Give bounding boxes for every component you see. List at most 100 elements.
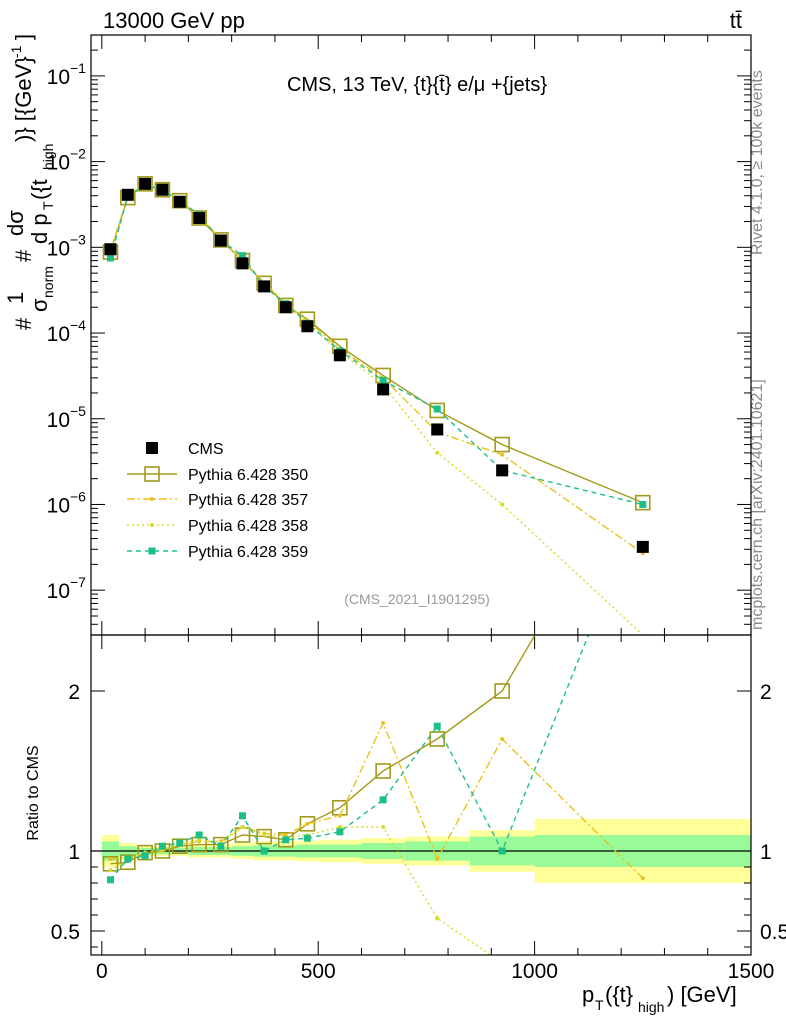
- x-tick-label: 500: [301, 960, 336, 983]
- point-p350: [154, 181, 171, 198]
- ratio-point-p358: [381, 825, 386, 829]
- point-p350: [191, 210, 207, 226]
- legend-item: CMS: [146, 441, 224, 458]
- analysis-watermark: (CMS_2021_I1901295): [344, 591, 490, 607]
- ylabel-T: T: [40, 201, 56, 210]
- y-tick-label: 10: [47, 409, 70, 432]
- ratio-series-p359: [106, 635, 590, 884]
- y-tick-exponent: −4: [70, 317, 86, 333]
- main-series-layer: [102, 176, 651, 636]
- y-tick-label: 10: [47, 580, 70, 603]
- series-line-p358: [109, 183, 644, 636]
- ratio-point-p359: [141, 852, 149, 860]
- legend-item: Pythia 6.428 350: [127, 466, 308, 484]
- ratio-point-p350: [213, 836, 229, 853]
- ratio-point-p357: [435, 857, 440, 861]
- ylabel-dpt: d p: [27, 213, 52, 244]
- ratio-point-p359: [158, 842, 166, 850]
- ratio-point-p358: [262, 833, 267, 837]
- y-tick-exponent: −3: [70, 231, 86, 247]
- ratio-frame: [90, 634, 752, 956]
- y-axis-label: # 1 σ norm # dσ d p T ({t high )} [{GeV}…: [3, 34, 56, 330]
- ylabel-end: ]: [11, 34, 36, 40]
- point-p359: [238, 252, 246, 260]
- ylabel-one: 1: [3, 292, 28, 304]
- ratio-point-p357: [305, 821, 310, 826]
- series-line-p359: [109, 184, 643, 506]
- ylabel-close: )} [{GeV}: [11, 56, 36, 142]
- y-tick-exponent: −6: [70, 488, 86, 504]
- ratio-point-p350: [299, 815, 316, 832]
- x-tick-label: 1000: [511, 960, 558, 983]
- xlabel-paren: ({t}: [605, 982, 633, 1007]
- x-axis-label: p T ({t} high ) [GeV]: [582, 982, 737, 1015]
- legend: CMS Pythia 6.428 350 Pythia 6.428 357 Pythi…: [127, 441, 308, 561]
- point-cms: [236, 257, 249, 270]
- ratio-y-tick-label-left: 2: [68, 681, 80, 704]
- ratio-point-p350: [137, 844, 153, 861]
- y-tick-exponent: −5: [70, 403, 86, 419]
- point-cms: [377, 383, 390, 396]
- y-tick-label: 10: [47, 323, 70, 346]
- point-cms: [496, 464, 509, 477]
- legend-marker: [148, 547, 156, 555]
- ratio-point-p350: [494, 683, 510, 699]
- legend-marker: [146, 442, 158, 454]
- legend-label: Pythia 6.428 359: [188, 544, 308, 561]
- ratio-point-p359: [303, 834, 311, 842]
- series-p350: [102, 176, 651, 511]
- series-p358: [108, 181, 644, 636]
- ratio-point-p358: [240, 825, 245, 829]
- point-p359: [639, 500, 647, 508]
- legend-marker: [150, 497, 154, 501]
- ylabel-dsigma: dσ: [3, 210, 28, 236]
- point-cms: [139, 177, 152, 190]
- ratio-point-p357: [283, 833, 288, 837]
- ratio-point-p359: [238, 812, 246, 820]
- ratio-point-p350: [375, 763, 391, 779]
- ratio-panel: 0.5 0.5 1 1 2 2 Ratio to CMS: [25, 634, 786, 956]
- point-p350: [137, 176, 153, 192]
- ratio-point-p359: [106, 876, 114, 884]
- ratio-point-p359: [336, 828, 344, 836]
- point-p350: [494, 436, 510, 453]
- ylabel-hash1: #: [11, 317, 36, 330]
- legend-marker: [150, 523, 154, 527]
- y-tick-exponent: −7: [70, 574, 86, 590]
- ratio-y-tick-label-right: 1: [760, 841, 772, 864]
- ratio-point-p359: [379, 796, 387, 804]
- ratio-point-p359: [260, 847, 268, 855]
- ratio-point-p357: [381, 721, 386, 725]
- ratio-point-p358: [337, 825, 342, 829]
- ratio-point-p357: [108, 857, 113, 861]
- point-cms: [258, 280, 271, 293]
- y-tick-label: 10: [47, 494, 70, 517]
- ratio-point-p358: [108, 868, 113, 873]
- point-p359: [106, 254, 114, 262]
- y-tick-label: 10: [47, 66, 70, 89]
- ratio-point-p357: [500, 737, 505, 741]
- xlabel-p: p: [582, 982, 594, 1007]
- ratio-line-p357: [110, 721, 644, 879]
- ratio-series-group: [102, 635, 645, 955]
- ratio-line-p359: [109, 635, 590, 881]
- ratio-y-tick-label-left: 1: [68, 841, 80, 864]
- ratio-point-p350: [256, 828, 272, 845]
- point-p359: [379, 376, 387, 384]
- ratio-point-p358: [435, 916, 440, 921]
- y-tick-exponent: −2: [70, 146, 86, 162]
- ratio-point-p350: [119, 854, 136, 871]
- ylabel-sigma: σ: [27, 298, 52, 312]
- series-p359: [106, 181, 647, 508]
- xlabel-high: high: [638, 999, 664, 1015]
- point-p350: [429, 402, 446, 419]
- main-axis-ticks: 10 −110 −210 −310 −410 −510 −610 −70 500 1000 1500: [47, 35, 774, 983]
- point-cms: [333, 349, 346, 362]
- mcplots-label: mcplots.cern.ch [arXiv:2401.10621]: [749, 379, 766, 630]
- chart-title: CMS, 13 TeV, {t}{t̄} e/μ +{jets}: [287, 74, 547, 96]
- ratio-point-p357: [640, 876, 645, 881]
- point-cms: [193, 211, 206, 224]
- legend-label: Pythia 6.428 350: [188, 467, 308, 484]
- ylabel-norm: norm: [40, 266, 56, 298]
- header-process-label: tt̄: [730, 8, 742, 33]
